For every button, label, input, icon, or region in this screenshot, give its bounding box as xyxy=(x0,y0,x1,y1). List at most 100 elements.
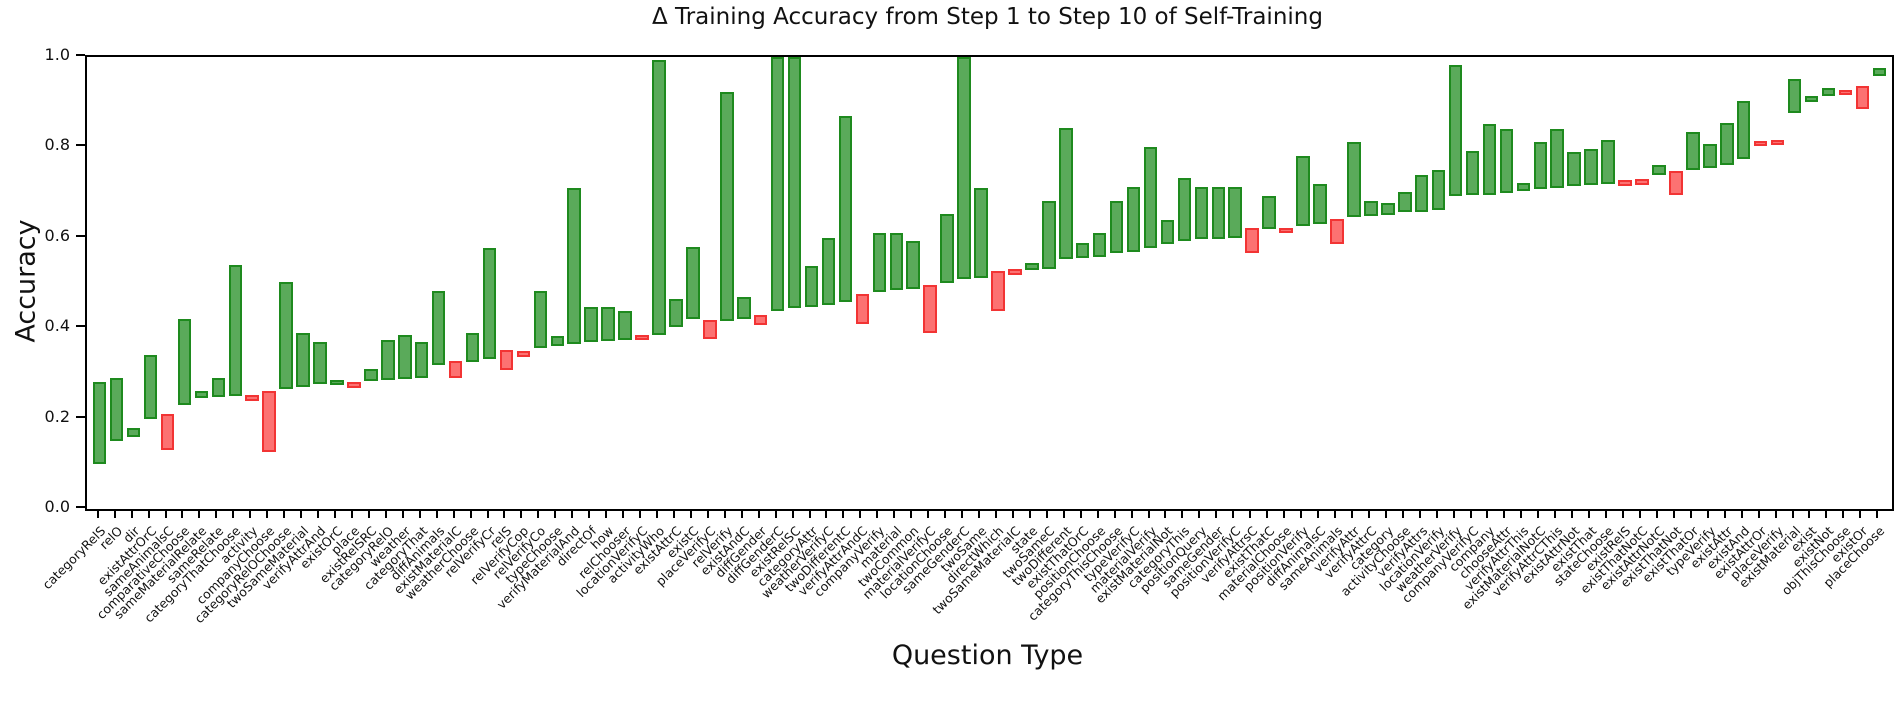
x-tick-mark xyxy=(452,509,455,518)
accuracy-gain-bar xyxy=(126,427,141,437)
x-tick-mark xyxy=(656,509,658,518)
accuracy-drop-bar xyxy=(1770,140,1785,146)
x-tick-mark xyxy=(1486,509,1489,518)
accuracy-gain-bar xyxy=(177,319,192,406)
accuracy-gain-bar xyxy=(1075,242,1090,258)
x-tick-mark xyxy=(486,509,489,518)
x-tick-mark xyxy=(825,509,828,518)
accuracy-gain-bar xyxy=(1058,127,1073,259)
x-tick-mark xyxy=(350,509,353,518)
accuracy-gain-bar xyxy=(296,332,310,387)
x-tick-mark xyxy=(1215,509,1218,518)
x-tick-mark xyxy=(774,509,777,518)
accuracy-gain-bar xyxy=(618,311,632,341)
accuracy-gain-bar xyxy=(601,306,615,342)
x-tick-mark xyxy=(1283,509,1286,518)
x-tick-mark xyxy=(198,509,201,518)
accuracy-drop-bar xyxy=(1838,90,1853,96)
x-tick-label: categoryRelS xyxy=(39,523,109,593)
accuracy-gain-bar xyxy=(1109,201,1124,253)
accuracy-gain-bar xyxy=(1364,201,1378,217)
accuracy-drop-bar xyxy=(1753,140,1768,146)
accuracy-gain-bar xyxy=(957,57,971,280)
x-tick-mark xyxy=(317,509,320,518)
x-tick-mark xyxy=(1706,509,1709,518)
x-tick-mark xyxy=(283,509,286,518)
x-tick-mark xyxy=(1876,509,1879,518)
x-tick-mark xyxy=(367,509,370,518)
y-tick-label: 0.8 xyxy=(44,135,70,155)
x-tick-mark xyxy=(994,509,997,518)
x-tick-mark xyxy=(1859,509,1862,518)
y-tick-mark xyxy=(76,325,85,328)
x-tick-mark xyxy=(1367,509,1370,518)
accuracy-gain-bar xyxy=(889,232,904,291)
chart-title: Δ Training Accuracy from Step 1 to Step … xyxy=(652,4,1323,30)
accuracy-gain-bar xyxy=(804,265,819,307)
x-tick-mark xyxy=(1655,509,1658,518)
x-tick-mark xyxy=(130,509,133,518)
accuracy-drop-bar xyxy=(753,314,768,326)
x-tick-mark xyxy=(96,509,99,518)
x-tick-mark xyxy=(588,509,591,518)
accuracy-gain-bar xyxy=(1143,146,1158,249)
x-tick-mark xyxy=(791,509,794,518)
x-tick-mark xyxy=(893,509,896,518)
x-tick-mark xyxy=(1333,509,1336,518)
x-tick-mark xyxy=(706,509,709,518)
accuracy-gain-bar xyxy=(1347,141,1361,217)
accuracy-gain-bar xyxy=(381,339,395,381)
x-tick-mark xyxy=(1147,509,1150,518)
x-tick-mark xyxy=(1554,509,1557,518)
x-tick-mark xyxy=(961,509,964,518)
x-tick-mark xyxy=(842,509,845,518)
accuracy-drop-bar xyxy=(160,414,175,451)
x-tick-mark xyxy=(401,509,404,518)
accuracy-gain-bar xyxy=(1194,187,1209,240)
accuracy-gain-bar xyxy=(872,232,887,293)
accuracy-gain-bar xyxy=(1431,169,1446,211)
accuracy-gain-bar xyxy=(1025,262,1039,271)
x-tick-mark xyxy=(723,509,726,518)
accuracy-drop-bar xyxy=(1245,227,1259,253)
accuracy-gain-bar xyxy=(398,334,412,379)
accuracy-gain-bar xyxy=(974,188,988,279)
x-tick-mark xyxy=(1435,509,1438,518)
accuracy-drop-bar xyxy=(245,394,259,401)
x-tick-mark xyxy=(1401,509,1404,518)
x-tick-mark xyxy=(910,509,913,518)
x-tick-mark xyxy=(1249,509,1252,518)
accuracy-drop-bar xyxy=(923,284,937,333)
x-tick-mark xyxy=(1808,509,1811,518)
accuracy-gain-bar xyxy=(550,335,565,346)
x-tick-mark xyxy=(1045,509,1048,518)
x-tick-mark xyxy=(1757,509,1760,518)
x-tick-mark xyxy=(1825,509,1828,518)
x-tick-mark xyxy=(1588,509,1591,518)
x-tick-mark xyxy=(1096,509,1099,518)
x-tick-mark xyxy=(689,509,692,518)
accuracy-gain-bar xyxy=(838,115,853,303)
accuracy-gain-bar xyxy=(1601,140,1615,185)
x-axis-label: Question Type xyxy=(891,640,1084,671)
y-tick-label: 0.4 xyxy=(44,316,70,336)
x-tick-mark xyxy=(1605,509,1608,518)
accuracy-gain-bar xyxy=(313,342,327,385)
accuracy-gain-bar xyxy=(1499,129,1514,194)
accuracy-gain-bar xyxy=(1397,192,1412,213)
accuracy-gain-bar xyxy=(1042,201,1056,270)
y-tick-mark xyxy=(76,54,85,56)
x-tick-mark xyxy=(876,509,879,518)
x-tick-mark xyxy=(605,509,608,518)
x-tick-mark xyxy=(147,509,150,518)
x-tick-mark xyxy=(537,509,540,518)
accuracy-gain-bar xyxy=(1381,202,1395,215)
accuracy-gain-bar xyxy=(720,91,734,321)
accuracy-gain-bar xyxy=(584,306,598,343)
x-tick-mark xyxy=(1842,509,1845,518)
y-tick-mark xyxy=(76,415,85,418)
y-tick-label: 0.0 xyxy=(44,497,70,516)
x-tick-mark xyxy=(1571,509,1574,518)
accuracy-drop-bar xyxy=(1855,86,1870,109)
x-tick-mark xyxy=(1622,509,1625,518)
